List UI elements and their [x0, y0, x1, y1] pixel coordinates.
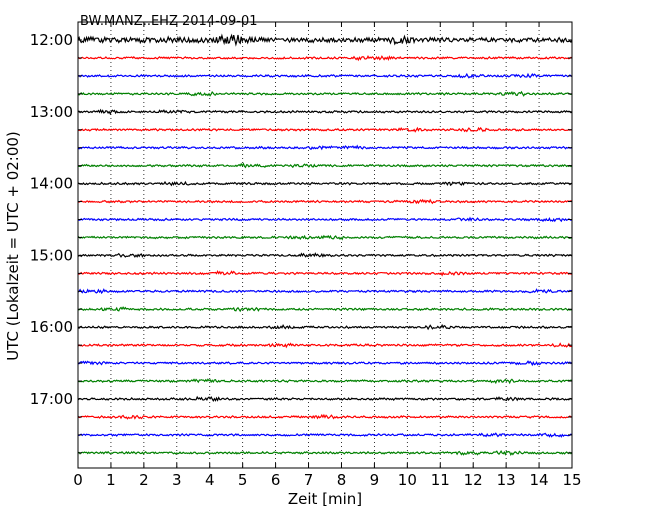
trace-1630 — [77, 360, 573, 367]
y-axis-label: UTC (Lokalzeit = UTC + 02:00) — [4, 131, 22, 361]
trace-1645 — [77, 378, 573, 385]
y-tick-label: 17:00 — [30, 390, 73, 408]
x-tick-label: 6 — [271, 471, 281, 489]
x-tick-label: 15 — [562, 471, 581, 489]
trace-1300 — [77, 108, 573, 115]
y-tick-label: 13:00 — [30, 103, 73, 121]
trace-1245 — [77, 90, 573, 97]
x-tick-label: 7 — [304, 471, 314, 489]
trace-1745 — [77, 450, 573, 456]
x-tick-label: 11 — [431, 471, 450, 489]
trace-1545 — [77, 306, 573, 313]
trace-1515 — [77, 270, 573, 277]
trace-1615 — [77, 342, 573, 349]
x-tick-label: 3 — [172, 471, 182, 489]
y-tick-label: 12:00 — [30, 31, 73, 49]
y-axis-ticks: 12:00 13:00 14:00 15:00 16:00 17:00 — [30, 31, 572, 454]
x-tick-label: 4 — [205, 471, 215, 489]
x-tick-label: 5 — [238, 471, 248, 489]
trace-1715 — [77, 413, 573, 420]
seismic-traces — [77, 33, 573, 456]
x-tick-label: 12 — [464, 471, 483, 489]
trace-1700 — [77, 395, 573, 403]
x-tick-label: 13 — [497, 471, 516, 489]
trace-1230 — [77, 72, 573, 79]
trace-1315 — [77, 126, 573, 133]
plot-frame — [77, 21, 573, 469]
x-tick-label: 10 — [398, 471, 417, 489]
x-tick-label: 1 — [106, 471, 116, 489]
x-tick-label: 14 — [530, 471, 549, 489]
y-tick-label: 16:00 — [30, 318, 73, 336]
trace-1330 — [77, 144, 573, 151]
x-tick-label: 0 — [73, 471, 83, 489]
trace-1500 — [77, 252, 573, 258]
x-axis-label: Zeit [min] — [288, 490, 362, 508]
y-tick-label: 15:00 — [30, 246, 73, 264]
trace-1430 — [77, 216, 573, 223]
x-tick-label: 2 — [139, 471, 149, 489]
trace-1215 — [77, 54, 573, 62]
x-tick-label: 9 — [370, 471, 380, 489]
trace-1400 — [77, 180, 573, 187]
x-axis-ticks: 0 1 2 3 4 5 6 7 8 9 10 11 12 13 14 15 — [73, 22, 582, 489]
trace-1345 — [77, 162, 573, 169]
trace-1530 — [77, 288, 573, 295]
trace-1415 — [77, 198, 573, 205]
chart-title: BW.MANZ..EHZ 2014-09-01 — [80, 14, 258, 29]
x-tick-label: 8 — [337, 471, 347, 489]
trace-1600 — [77, 323, 573, 331]
trace-1445 — [77, 234, 573, 241]
trace-1730 — [77, 432, 573, 438]
y-tick-label: 14:00 — [30, 175, 73, 193]
trace-1200 — [77, 33, 573, 47]
